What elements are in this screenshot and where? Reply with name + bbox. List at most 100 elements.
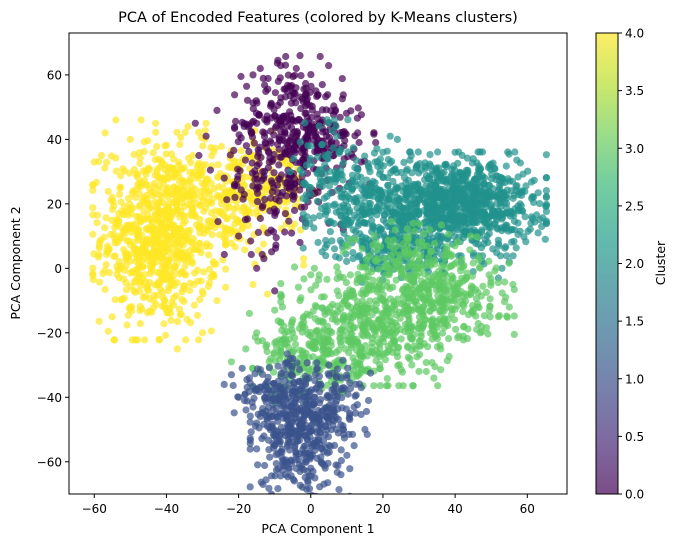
scatter-point xyxy=(487,278,495,287)
scatter-point xyxy=(101,164,109,172)
scatter-point xyxy=(336,113,344,121)
scatter-point xyxy=(318,293,326,301)
scatter-point xyxy=(133,212,141,221)
scatter-point xyxy=(426,226,434,234)
scatter-point xyxy=(301,147,309,155)
scatter-point xyxy=(406,283,414,291)
scatter-point xyxy=(401,320,409,328)
x-axis-ticks: −60 −40 −20 0 20 40 60 xyxy=(82,494,535,516)
scatter-point xyxy=(451,148,459,156)
scatter-point xyxy=(339,186,347,194)
x-tick-label: 40 xyxy=(447,502,462,516)
scatter-point xyxy=(325,150,333,158)
scatter-point xyxy=(309,136,317,144)
scatter-point xyxy=(169,222,177,230)
scatter-point xyxy=(469,185,477,193)
scatter-point xyxy=(418,238,426,246)
scatter-point xyxy=(320,480,328,488)
scatter-point xyxy=(414,305,422,314)
scatter-point xyxy=(263,347,271,356)
scatter-point xyxy=(321,161,329,169)
scatter-point xyxy=(258,203,266,212)
scatter-point xyxy=(390,258,398,266)
scatter-point xyxy=(160,320,168,328)
scatter-point xyxy=(220,174,228,182)
scatter-point xyxy=(325,361,333,369)
scatter-point xyxy=(89,271,97,279)
scatter-point xyxy=(167,316,175,324)
scatter-point xyxy=(302,405,311,413)
scatter-point xyxy=(321,170,329,178)
scatter-point xyxy=(377,189,385,197)
scatter-point xyxy=(480,210,488,218)
scatter-point xyxy=(299,244,307,252)
scatter-point xyxy=(490,191,498,199)
scatter-point xyxy=(484,181,492,189)
scatter-point xyxy=(303,213,311,221)
scatter-point xyxy=(139,293,147,301)
x-tick-label: 60 xyxy=(520,502,535,516)
scatter-point xyxy=(346,465,354,473)
scatter-point xyxy=(260,386,269,394)
scatter-point xyxy=(381,254,389,263)
scatter-point xyxy=(376,365,384,373)
scatter-point xyxy=(135,190,143,198)
scatter-point xyxy=(327,426,335,434)
scatter-point xyxy=(336,333,344,341)
scatter-point xyxy=(238,364,246,372)
colorbar-tick-label: 0.0 xyxy=(625,488,644,502)
scatter-point xyxy=(300,179,308,187)
scatter-point xyxy=(217,142,226,151)
scatter-point xyxy=(265,149,273,157)
scatter-point xyxy=(375,265,383,273)
scatter-point xyxy=(509,194,517,202)
scatter-point xyxy=(213,297,221,305)
scatter-point xyxy=(189,191,197,199)
scatter-point xyxy=(253,198,262,206)
scatter-point xyxy=(315,276,323,284)
scatter-point xyxy=(452,325,460,333)
scatter-point xyxy=(136,307,144,315)
scatter-point xyxy=(437,221,445,229)
scatter-point xyxy=(126,257,134,265)
scatter-point xyxy=(97,236,105,244)
scatter-point xyxy=(430,256,438,264)
scatter-point xyxy=(200,268,208,276)
scatter-point xyxy=(313,197,321,205)
scatter-point xyxy=(269,155,277,163)
scatter-point xyxy=(468,272,476,280)
scatter-point xyxy=(246,483,254,491)
scatter-point xyxy=(142,247,150,255)
scatter-point xyxy=(344,364,352,372)
scatter-point xyxy=(104,327,112,335)
scatter-point xyxy=(377,225,385,233)
scatter-point xyxy=(332,253,340,261)
scatter-point xyxy=(353,213,361,222)
colorbar-tick-label: 2.5 xyxy=(625,199,644,213)
scatter-point xyxy=(163,222,171,230)
scatter-point xyxy=(89,230,97,238)
scatter-point xyxy=(202,119,210,127)
scatter-point xyxy=(227,371,235,379)
colorbar-tick-label: 3.0 xyxy=(625,142,644,156)
scatter-point xyxy=(266,453,274,461)
scatter-point xyxy=(223,215,231,223)
scatter-point xyxy=(229,212,237,220)
scatter-point xyxy=(349,226,357,234)
scatter-point xyxy=(332,208,340,216)
scatter-point xyxy=(153,216,161,224)
scatter-point xyxy=(339,356,347,364)
scatter-point xyxy=(361,152,369,160)
scatter-point xyxy=(255,149,263,157)
scatter-point xyxy=(298,352,306,360)
scatter-point xyxy=(503,194,511,202)
scatter-point xyxy=(255,159,263,168)
scatter-point xyxy=(352,409,360,417)
scatter-point xyxy=(289,195,297,203)
scatter-point xyxy=(313,441,321,449)
scatter-point xyxy=(472,217,480,225)
scatter-point xyxy=(300,255,308,263)
scatter-point xyxy=(246,434,254,442)
scatter-point xyxy=(241,390,249,398)
scatter-point xyxy=(500,189,508,197)
